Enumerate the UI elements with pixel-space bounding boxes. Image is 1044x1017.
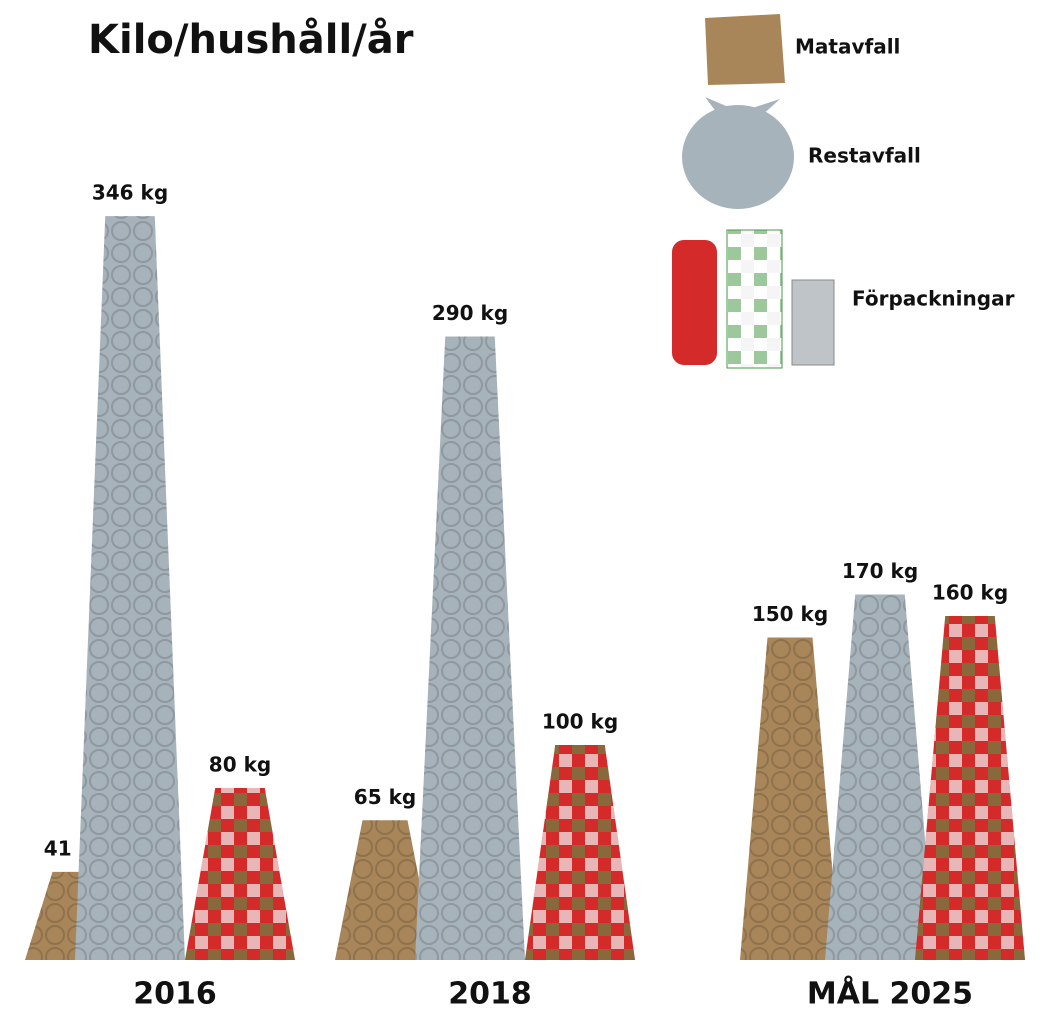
pile-texture [915, 616, 1025, 960]
pile-texture [75, 216, 185, 960]
chart: Kilo/hushåll/år 201641 kg346 kg80 kg2018… [0, 0, 1044, 1017]
pile-texture [740, 638, 840, 961]
legend-icon [705, 14, 785, 85]
pile-texture [415, 337, 525, 961]
value-label: 290 kg [432, 301, 508, 325]
legend-icon [672, 240, 717, 365]
value-label: 346 kg [92, 181, 168, 205]
chart-title: Kilo/hushåll/år [88, 16, 414, 63]
pile-texture [185, 788, 295, 960]
legend-label: Restavfall [808, 144, 921, 168]
legend-label: Matavfall [795, 35, 900, 59]
legend-label: Förpackningar [852, 287, 1015, 311]
value-label: 65 kg [354, 785, 416, 809]
x-tick-label: 2018 [448, 977, 532, 1012]
value-label: 80 kg [209, 753, 271, 777]
legend-icon [792, 280, 834, 365]
x-tick-label: 2016 [133, 977, 217, 1012]
pile-texture [525, 745, 635, 960]
value-label: 160 kg [932, 581, 1008, 605]
value-label: 170 kg [842, 559, 918, 583]
legend-icon [727, 230, 782, 368]
value-label: 100 kg [542, 710, 618, 734]
pile-texture [825, 595, 935, 961]
value-label: 150 kg [752, 602, 828, 626]
legend-icon [682, 105, 794, 209]
x-tick-label: MÅL 2025 [807, 975, 973, 1012]
